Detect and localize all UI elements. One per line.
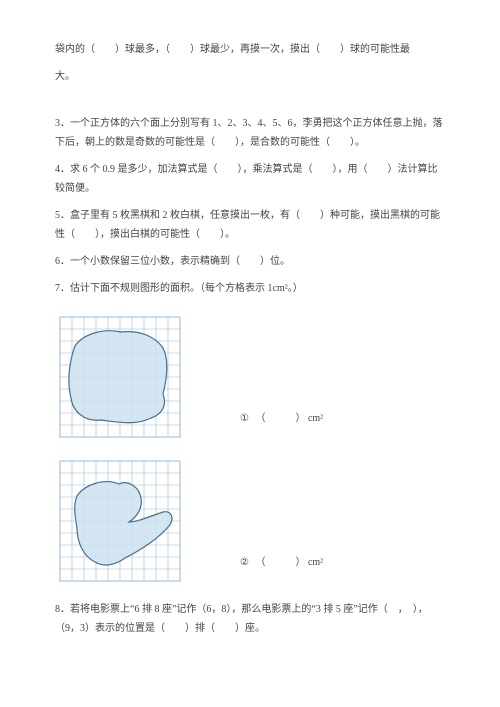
question-5: 5．盒子里有 5 枚黑棋和 2 枚白棋，任意摸出一枚，有（ ）种可能，摸出黑棋的… — [55, 206, 445, 244]
question-3: 3．一个正方体的六个面上分别写有 1、2、3、4、5、6，李勇把这个正方体任意上… — [55, 114, 445, 152]
figure-2-grid — [55, 456, 185, 586]
question-6: 6．一个小数保留三位小数，表示精确到（ ）位。 — [55, 252, 445, 271]
question-7: 7．估计下面不规则图形的面积。（每个方格表示 1cm²。） — [55, 279, 445, 298]
figure-1-unit: cm² — [308, 413, 323, 424]
figure-1-row: ① （ ） cm² — [55, 312, 445, 442]
grid-svg-2 — [55, 456, 185, 586]
figure-1-blank: （ ） — [255, 413, 305, 424]
grid-svg-1 — [55, 312, 185, 442]
figure-2-blank: （ ） — [255, 557, 305, 568]
question-4: 4．求 6 个 0.9 是多少，加法算式是（ ），乘法算式是（ ），用（ ）法计… — [55, 160, 445, 198]
top-line-2: 大。 — [55, 67, 445, 86]
figure-2-label: ② — [240, 553, 249, 572]
figure-1-label: ① — [240, 409, 249, 428]
top-line-1: 袋内的（ ）球最多，（ ）球最少，再摸一次，摸出（ ）球的可能性最 — [55, 40, 445, 59]
figure-1-answer: ① （ ） cm² — [240, 409, 323, 442]
irregular-shape-1 — [69, 331, 167, 423]
question-8: 8．若将电影票上“6 排 8 座”记作（6，8），那么电影票上的“3 排 5 座… — [55, 600, 445, 638]
worksheet-page: 袋内的（ ）球最多，（ ）球最少，再摸一次，摸出（ ）球的可能性最 大。 3．一… — [0, 0, 500, 707]
figure-2-unit: cm² — [308, 557, 323, 568]
figure-1-grid — [55, 312, 185, 442]
figure-2-row: ② （ ） cm² — [55, 456, 445, 586]
figure-2-answer: ② （ ） cm² — [240, 553, 323, 586]
